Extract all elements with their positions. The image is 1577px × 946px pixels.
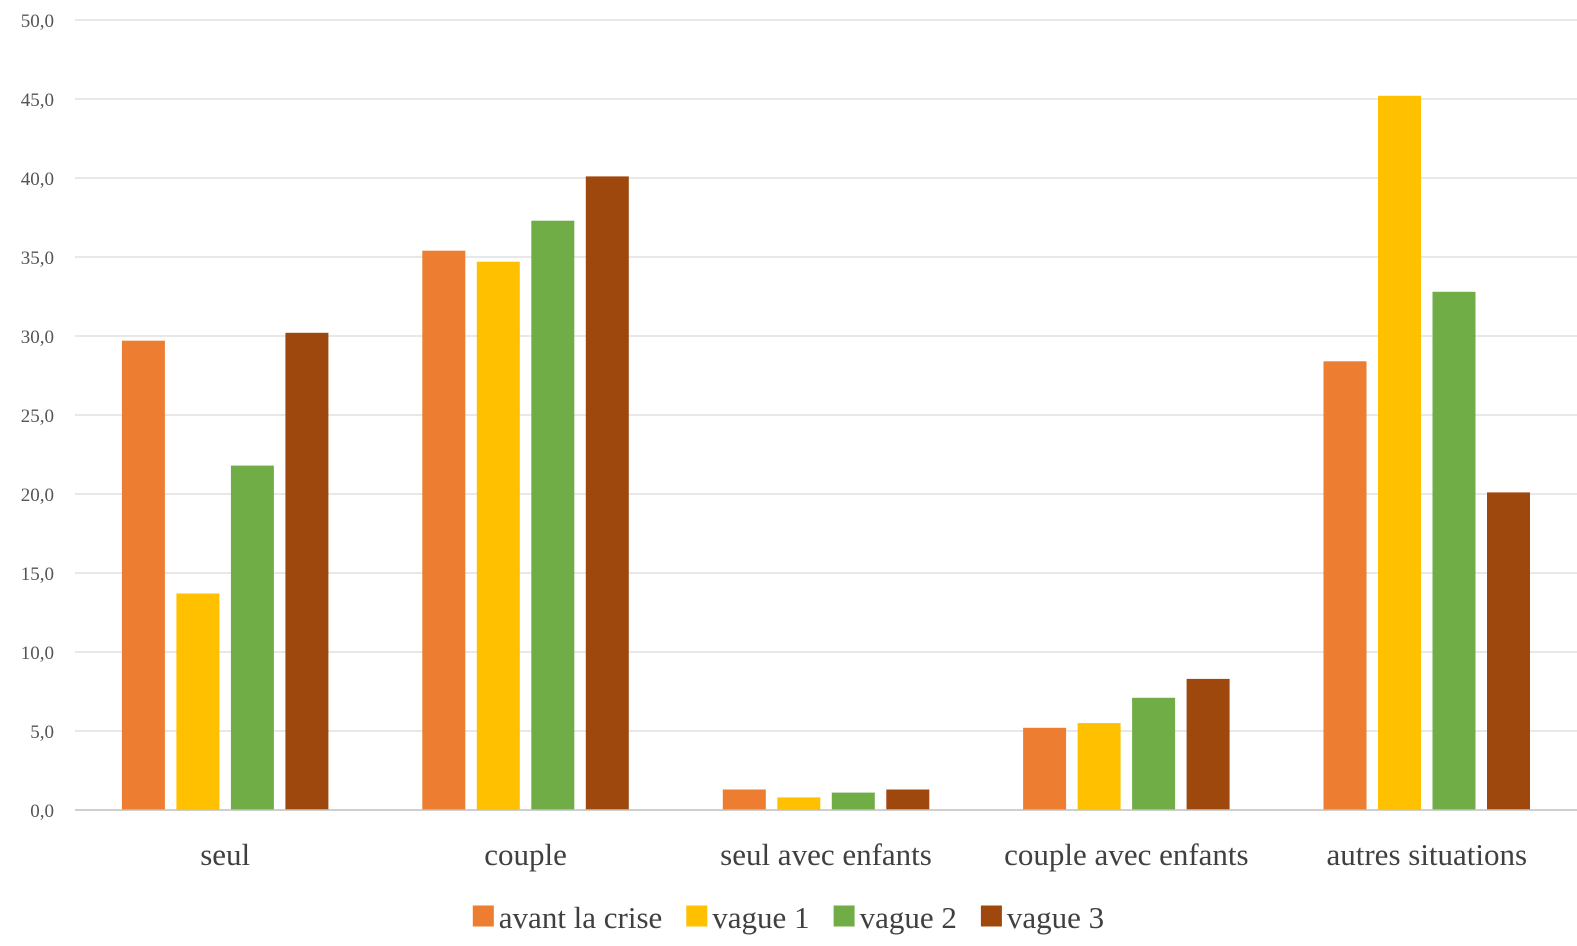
y-tick-label: 10,0: [21, 643, 54, 664]
legend-item-vague-3: vague 3: [980, 900, 1104, 935]
y-tick-label: 40,0: [21, 169, 54, 190]
bars: [121, 95, 1530, 811]
legend-label: vague 3: [1007, 900, 1104, 935]
x-category-label: autres situations: [1326, 837, 1527, 872]
bar-vague-3-seul: [285, 332, 329, 810]
legend-item-vague-2: vague 2: [833, 900, 957, 935]
bar-vague-1-couple-avec-enfants: [1077, 723, 1121, 810]
legend-swatch: [833, 905, 855, 927]
bar-vague-3-seul-avec-enfants: [886, 789, 930, 810]
legend-swatch: [686, 905, 708, 927]
y-tick-label: 35,0: [21, 248, 54, 269]
bar-vague-2-seul: [230, 465, 274, 810]
legend-swatch: [472, 905, 494, 927]
y-tick-label: 5,0: [30, 722, 54, 743]
bar-vague-2-seul-avec-enfants: [831, 792, 875, 810]
bar-vague-3-autres-situations: [1487, 492, 1530, 810]
x-category-label: couple avec enfants: [1004, 837, 1248, 872]
y-tick-label: 50,0: [21, 11, 54, 32]
legend-item-vague-1: vague 1: [686, 900, 810, 935]
legend-item-avant-la-crise: avant la crise: [472, 900, 663, 935]
bar-avant-la-crise-seul-avec-enfants: [722, 789, 766, 810]
y-tick-label: 15,0: [21, 564, 54, 585]
bar-vague-3-couple-avec-enfants: [1186, 678, 1230, 810]
y-axis-tick-labels: 0,0 5,0 10,0 15,0 20,0 25,0 30,0 35,0 40,0 45,0 50…: [21, 11, 54, 822]
x-category-label: seul avec enfants: [720, 837, 932, 872]
bar-avant-la-crise-couple: [422, 250, 466, 810]
bar-vague-1-autres-situations: [1378, 95, 1421, 811]
bar-vague-3-couple: [585, 176, 629, 810]
bar-vague-2-couple: [531, 220, 575, 810]
bar-avant-la-crise-seul: [121, 340, 165, 810]
bar-avant-la-crise-couple-avec-enfants: [1023, 727, 1067, 810]
y-tick-label: 20,0: [21, 485, 54, 506]
y-tick-label: 45,0: [21, 90, 54, 111]
y-tick-label: 0,0: [30, 801, 54, 822]
bar-vague-1-seul-avec-enfants: [777, 797, 821, 810]
y-tick-label: 25,0: [21, 406, 54, 427]
x-category-label: seul: [200, 837, 250, 872]
y-tick-label: 30,0: [21, 327, 54, 348]
legend-label: avant la crise: [499, 900, 663, 935]
x-category-label: couple: [484, 837, 567, 872]
bar-avant-la-crise-autres-situations: [1323, 361, 1367, 810]
legend-swatch: [980, 905, 1002, 927]
legend-label: vague 1: [712, 900, 809, 935]
legend-label: vague 2: [860, 900, 957, 935]
bar-vague-1-seul: [176, 593, 220, 810]
bar-vague-1-couple: [476, 261, 520, 810]
bar-vague-2-autres-situations: [1432, 291, 1476, 810]
legend: avant la crise vague 1 vague 2 vague 3: [472, 900, 1104, 935]
bar-vague-2-couple-avec-enfants: [1132, 697, 1176, 810]
x-axis-category-labels: seul couple seul avec enfants couple avec e…: [200, 837, 1527, 872]
